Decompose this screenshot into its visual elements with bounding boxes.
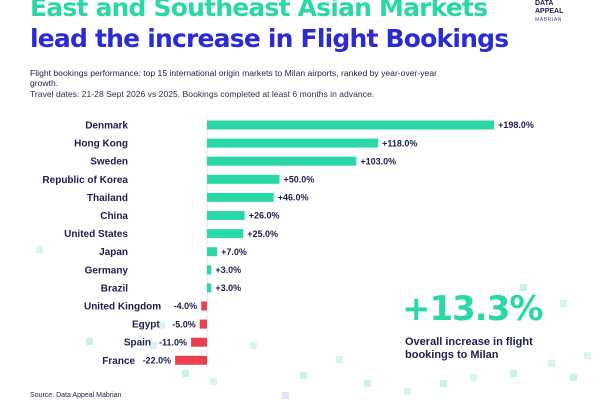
data-label: -4.0% — [174, 301, 198, 311]
category-label: Sweden — [90, 157, 128, 168]
decorative-square — [404, 388, 411, 395]
highlight-caption: Overall increase in flight bookings to M… — [405, 336, 533, 361]
decorative-square — [150, 342, 157, 349]
decorative-square — [300, 372, 307, 379]
decorative-square — [182, 370, 189, 377]
category-label: Thailand — [87, 193, 128, 204]
data-label: +198.0% — [498, 120, 534, 130]
data-label: +7.0% — [221, 247, 247, 257]
decorative-square — [336, 356, 343, 363]
decorative-square — [364, 380, 371, 387]
decorative-square — [560, 300, 567, 307]
data-label: +3.0% — [215, 265, 241, 275]
brand-logo: DATA APPEAL MABRIAN — [535, 0, 585, 25]
chart-subtitle: Flight bookings performance: top 15 inte… — [30, 68, 450, 99]
data-label: -11.0% — [159, 337, 187, 347]
bar-spain — [191, 337, 207, 347]
data-label: -5.0% — [172, 319, 196, 329]
decorative-square — [510, 370, 517, 377]
subtitle-note: Travel dates: 21-28 Sept 2026 vs 2025. B… — [30, 89, 375, 99]
logo-line-2: APPEAL — [535, 8, 564, 15]
category-label: Hong Kong — [74, 139, 128, 150]
bar-united-kingdom — [201, 301, 207, 311]
decorative-square — [282, 392, 289, 399]
subtitle-text: Flight bookings performance: top 15 inte… — [30, 68, 437, 88]
logo-line-3: MABRIAN — [535, 17, 562, 23]
data-label: +25.0% — [247, 229, 278, 239]
data-label: -22.0% — [143, 356, 172, 366]
category-label: Spain — [124, 338, 151, 349]
page-title: East and Southeast Asian Markets lead th… — [30, 0, 509, 54]
title-line-2: lead the increase in Flight Bookings — [30, 24, 509, 53]
decorative-square — [250, 342, 257, 349]
bar-united-states — [207, 229, 244, 239]
category-label: United States — [64, 229, 128, 240]
decorative-square — [86, 338, 93, 345]
bar-denmark — [207, 120, 495, 130]
data-label: +118.0% — [382, 138, 417, 148]
decorative-square — [570, 374, 577, 381]
data-label: +103.0% — [360, 156, 396, 166]
decorative-square — [210, 378, 217, 385]
category-label: Republic of Korea — [42, 175, 128, 186]
highlight-value: +13.3% — [402, 289, 543, 329]
bar-hong-kong — [207, 138, 379, 148]
decorative-square — [470, 374, 477, 381]
bar-brazil — [207, 283, 212, 293]
bar-egypt — [199, 319, 207, 329]
category-label: Japan — [99, 247, 128, 258]
bar-france — [175, 355, 207, 365]
source-note: Source: Data Appeal Mabrian — [30, 392, 122, 399]
decorative-square — [440, 380, 447, 387]
bar-thailand — [207, 192, 274, 202]
category-label: United Kingdom — [84, 302, 161, 313]
logo-line-1: DATA — [535, 0, 554, 7]
data-label: +46.0% — [278, 193, 309, 203]
category-label: China — [100, 211, 128, 222]
bar-sweden — [207, 156, 357, 166]
decorative-square — [548, 360, 555, 367]
data-label: +3.0% — [215, 283, 241, 293]
category-label: Brazil — [101, 283, 128, 294]
category-label: France — [102, 356, 135, 367]
data-label: +26.0% — [249, 211, 280, 221]
category-label: Germany — [85, 265, 129, 276]
data-label: +50.0% — [284, 175, 315, 185]
bar-japan — [207, 247, 218, 257]
bar-republic-of-korea — [207, 174, 280, 184]
decorative-square — [584, 352, 591, 359]
decorative-square — [36, 246, 43, 253]
title-line-1: East and Southeast Asian Markets — [30, 0, 488, 22]
bar-germany — [207, 265, 212, 275]
category-label: Denmark — [85, 121, 128, 132]
decorative-square — [520, 284, 527, 291]
bar-china — [207, 211, 245, 220]
decorative-square — [158, 322, 165, 329]
category-label: Egypt — [132, 320, 160, 331]
